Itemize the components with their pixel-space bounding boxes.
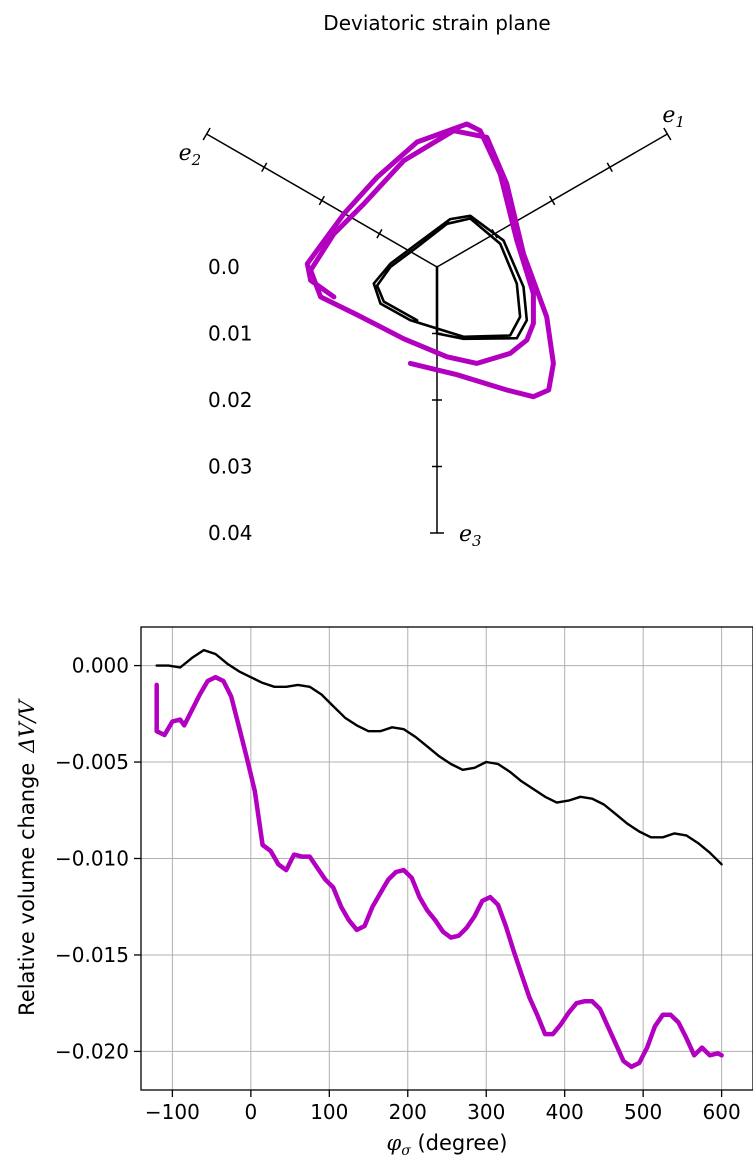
axis-tick-e1 [606,162,613,172]
strain-path-0 [372,214,529,341]
axis-label-letter: e [179,141,192,166]
axis-label-sub: 1 [675,113,685,131]
axis-tick-e1 [663,127,672,141]
x-tick-label: 600 [703,1100,741,1124]
volume-series [154,648,724,1070]
y-tick-label: −0.010 [55,847,129,871]
x-tick-label: 0 [244,1100,257,1124]
axis-tick-e1 [549,195,556,206]
axis-label-sub: 3 [472,532,482,550]
y-tick-label: −0.020 [55,1039,129,1063]
axis-tick-e2 [261,162,268,172]
x-axis-label-subscript: σ [401,1143,411,1159]
x-axis-label-text: (degree) [411,1131,508,1155]
strain-series [304,121,556,400]
volume-change-plot: −100 0 100 200 300 400 500 600 0.000 −0.005 −0.01… [15,626,753,1159]
y-tick-label: −0.005 [55,750,129,774]
strain-plane-title: Deviatoric strain plane [323,11,550,35]
y-tick-label: −0.015 [55,943,129,967]
axis-label-letter: e [662,103,675,128]
axis-label-letter: e [459,522,472,547]
x-tick-label: 100 [310,1100,348,1124]
y-ticks: 0.000 −0.005 −0.010 −0.015 −0.020 [55,654,141,1063]
axis-label-e2: e2 [179,141,202,169]
strain-tick-label: 0.03 [208,455,253,479]
deviatoric-strain-plane: Deviatoric strain plane 0.00.010.020.030… [179,11,685,550]
x-tick-label: 400 [546,1100,584,1124]
strain-tick-label: 0.04 [208,521,253,545]
axis-tick-e2 [318,195,325,206]
y-axis-label: Relative volume change ΔV/V [15,698,39,1016]
x-axis-label: φσ (degree) [387,1131,508,1159]
x-axis-label-symbol: φ [387,1131,402,1155]
volume-line-0 [155,648,723,866]
x-tick-label: 500 [624,1100,662,1124]
y-axis-label-text: Relative volume change [15,763,39,1016]
y-tick-label: 0.000 [72,654,129,678]
x-tick-label: −100 [145,1100,200,1124]
axis-tick-e2 [376,229,383,239]
axis-label-e3: e3 [459,522,482,550]
strain-tick-label: 0.01 [208,322,253,346]
axis-label-e1: e1 [662,103,685,131]
x-tick-label: 200 [389,1100,427,1124]
strain-tick-label: 0.02 [208,388,253,412]
strain-tick-labels: 0.0 0.01 0.02 0.03 0.04 [208,255,253,545]
strain-path-1 [304,121,556,400]
axis-label-sub: 2 [191,151,202,169]
y-axis-label-math: ΔV/V [15,698,39,753]
axis-tick-e2 [202,127,211,141]
x-tick-label: 300 [467,1100,505,1124]
strain-tick-label: 0.0 [208,255,240,279]
volume-line-1 [154,674,724,1070]
x-ticks: −100 0 100 200 300 400 500 600 [145,1090,741,1124]
